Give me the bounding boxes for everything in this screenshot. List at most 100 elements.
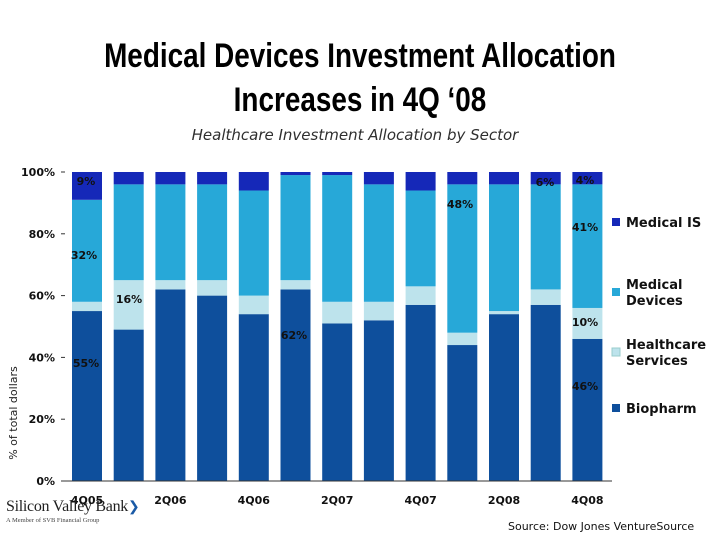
legend-medical-devices-line-2: Devices xyxy=(626,294,683,309)
legend-swatch-healthcare-services xyxy=(611,347,621,357)
legend-label-medical-is: Medical IS xyxy=(626,216,701,231)
data-label: 9% xyxy=(77,175,96,188)
bar-segment xyxy=(72,199,102,302)
bar-stack xyxy=(447,172,478,481)
data-label: 46% xyxy=(572,380,598,393)
bar-stack xyxy=(113,172,144,481)
y-tick-label: 0% xyxy=(36,475,55,488)
bar-segment xyxy=(530,304,561,481)
bar-segment xyxy=(238,172,269,191)
bar-segment xyxy=(155,172,186,185)
bar-segment xyxy=(489,314,519,481)
bar-stack xyxy=(322,172,353,481)
bar-segment xyxy=(280,289,311,481)
bar-segment xyxy=(447,184,478,333)
data-label: 55% xyxy=(73,357,99,370)
bar-segment xyxy=(322,175,353,302)
bar-segment xyxy=(363,184,394,302)
y-tick-label: 40% xyxy=(29,351,55,364)
legend-medical-devices-line-1: Medical xyxy=(626,278,682,293)
bar-stack xyxy=(572,172,603,481)
bar-segment xyxy=(405,190,436,287)
bar-segment xyxy=(238,314,269,481)
legend-swatch-medical-is xyxy=(612,218,620,226)
bar-segment xyxy=(447,332,478,346)
bar-segment xyxy=(530,172,561,185)
x-tick-label: 4Q08 xyxy=(571,494,603,507)
bar-segment xyxy=(572,338,603,481)
bar-segment xyxy=(113,329,144,481)
bar-segment xyxy=(322,172,353,176)
bar-segment xyxy=(489,311,519,315)
chart-title: Healthcare Investment Allocation by Sect… xyxy=(192,126,520,144)
bar-segment xyxy=(113,280,144,330)
y-tick-label: 100% xyxy=(21,166,55,179)
data-label: 6% xyxy=(536,176,555,189)
bar-segment xyxy=(530,289,561,305)
bar-segment xyxy=(489,184,519,312)
bar-segment xyxy=(405,304,436,481)
x-tick-label: 4Q05 xyxy=(71,494,103,507)
bar-segment xyxy=(197,295,228,481)
bar-segment xyxy=(405,172,436,191)
logo-chevron-icon: ❯ xyxy=(128,500,140,515)
source-note: Source: Dow Jones VentureSource xyxy=(508,520,695,533)
bar-stacks xyxy=(72,172,603,481)
title-line-2: Increases in 4Q ‘08 xyxy=(233,81,487,119)
legend-label-medical-devices: Medical Devices xyxy=(626,278,687,309)
legend: Medical IS Medical Devices Healthcare Se… xyxy=(611,216,711,417)
bar-stack xyxy=(280,172,311,481)
bar-stack xyxy=(197,172,228,481)
y-tick-label: 20% xyxy=(29,413,55,426)
x-tick-label: 4Q06 xyxy=(238,494,271,507)
bar-segment xyxy=(572,172,603,185)
x-tick-label: 2Q06 xyxy=(154,494,187,507)
bar-segment xyxy=(447,172,478,185)
bar-segment xyxy=(572,184,603,308)
bar-segment xyxy=(447,345,478,481)
x-axis: 4Q05 2Q06 4Q06 2Q07 4Q07 2Q08 4Q08 xyxy=(65,480,612,507)
bar-segment xyxy=(72,172,102,200)
bar-segment xyxy=(489,172,519,185)
bar-stack xyxy=(72,172,102,481)
bar-stack xyxy=(363,172,394,481)
bar-segment xyxy=(113,184,144,281)
legend-label-healthcare-services: Healthcare Services xyxy=(626,338,711,369)
bar-segment xyxy=(197,184,228,281)
bar-segment xyxy=(72,301,102,312)
data-label: 10% xyxy=(572,316,598,329)
bar-stack xyxy=(530,172,561,481)
bar-segment xyxy=(322,323,353,481)
x-tick-label: 4Q07 xyxy=(404,494,436,507)
legend-swatch-medical-devices xyxy=(612,288,620,296)
bar-segment xyxy=(280,175,311,281)
legend-swatch-biopharm xyxy=(612,404,620,412)
bar-segment xyxy=(405,286,436,305)
legend-healthcare-services-line-2: Services xyxy=(626,354,688,369)
bar-segment xyxy=(155,184,186,281)
data-label: 48% xyxy=(447,198,473,211)
data-label: 16% xyxy=(116,293,142,306)
bar-segment xyxy=(113,172,144,185)
bar-segment xyxy=(363,301,394,321)
data-label: 41% xyxy=(572,221,598,234)
data-label: 32% xyxy=(71,249,97,262)
bar-segment xyxy=(238,190,269,296)
bar-segment xyxy=(238,295,269,315)
bar-segment xyxy=(197,280,228,296)
bar-segment xyxy=(280,172,311,176)
data-label: 4% xyxy=(576,174,595,187)
bar-stack xyxy=(238,172,269,481)
legend-healthcare-services-line-1: Healthcare xyxy=(626,338,706,353)
data-labels: 9% 32% 16% 55% 62% 48% 6% 4% 41% 10% 46% xyxy=(71,174,598,393)
x-tick-label: 2Q08 xyxy=(488,494,520,507)
title-line-1: Medical Devices Investment Allocation xyxy=(104,37,616,75)
slide-title: Medical Devices Investment Allocation In… xyxy=(65,34,655,122)
legend-label-biopharm: Biopharm xyxy=(626,402,697,417)
logo-name: Silicon Valley Bank xyxy=(6,498,128,515)
x-tick-label: 2Q07 xyxy=(321,494,353,507)
bar-segment xyxy=(72,311,102,481)
y-axis: 0% 20% 40% 60% 80% 100% xyxy=(21,166,65,488)
bar-stack xyxy=(405,172,436,481)
